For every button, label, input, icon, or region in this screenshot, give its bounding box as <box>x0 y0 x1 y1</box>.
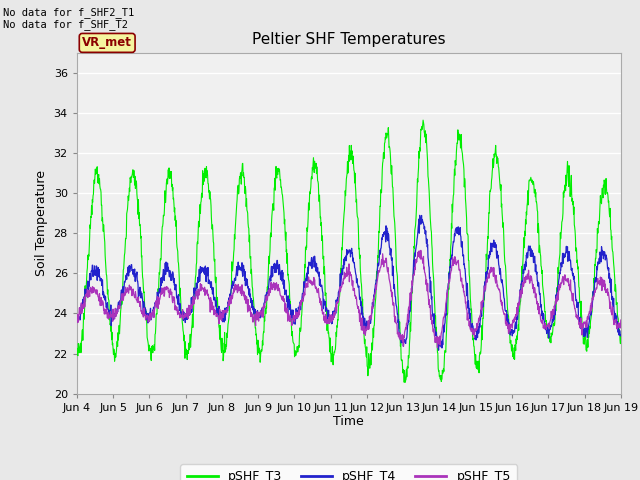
Text: No data for f_SHF2_T1: No data for f_SHF2_T1 <box>3 7 134 18</box>
Y-axis label: Soil Temperature: Soil Temperature <box>35 170 48 276</box>
Legend: pSHF_T3, pSHF_T4, pSHF_T5: pSHF_T3, pSHF_T4, pSHF_T5 <box>180 464 517 480</box>
Text: VR_met: VR_met <box>82 36 132 49</box>
Text: No data for f_SHF_T2: No data for f_SHF_T2 <box>3 19 128 30</box>
X-axis label: Time: Time <box>333 415 364 429</box>
Title: Peltier SHF Temperatures: Peltier SHF Temperatures <box>252 33 445 48</box>
